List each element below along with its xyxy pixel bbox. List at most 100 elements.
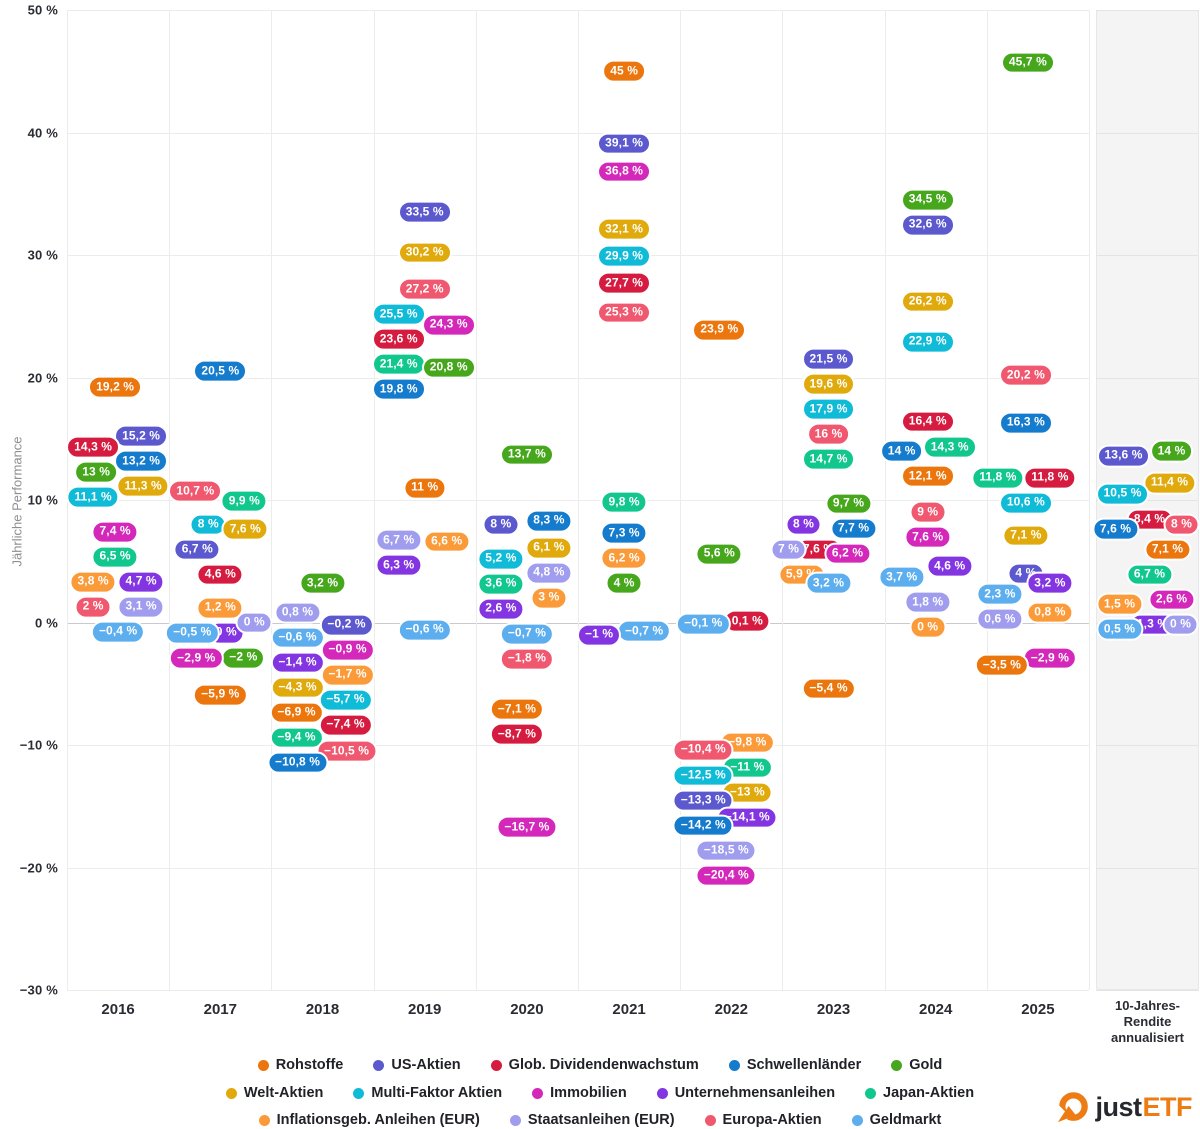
legend-item-staatsanleihen-eur[interactable]: Staatsanleihen (EUR): [509, 1112, 675, 1128]
immobilien-color-dot: [532, 1087, 544, 1099]
column-separator: [578, 10, 579, 990]
staatsanleihen-eur-color-dot: [509, 1114, 521, 1126]
column-separator: [782, 10, 784, 990]
schwellenlaender-badge-2022: −14,2 %: [672, 814, 734, 838]
inflationsgeb-anleihen-eur-badge-2017: 1,2 %: [196, 596, 244, 620]
panel-gridline--30: [1096, 990, 1199, 991]
gold-badge-2025: 45,7 %: [1000, 51, 1055, 75]
column-separator: [475, 10, 477, 990]
geldmarkt-badge-2023: 3,2 %: [804, 571, 853, 595]
staatsanleihen-eur-badge-2017: 0 %: [235, 611, 273, 634]
schwellenlaender-badge-2018: −10,8 %: [266, 751, 329, 775]
legend-item-gold[interactable]: Gold: [891, 1057, 942, 1073]
x-label-2023: 2023: [816, 1001, 851, 1018]
welt-aktien-badge-2019: 30,2 %: [397, 241, 452, 264]
welt-aktien-badge-2018: −4,3 %: [270, 676, 325, 700]
rohstoffe-badge-2024: 12,1 %: [900, 464, 955, 488]
legend-label-rohstoffe: Rohstoffe: [275, 1057, 344, 1073]
europa-aktien-badge-2016: 2 %: [74, 595, 112, 619]
europa-aktien-badge-2024: 9 %: [909, 500, 947, 524]
legend-item-glob-dividendenwachstum[interactable]: Glob. Dividendenwachstum: [490, 1057, 699, 1073]
rohstoffe-badge-10y: 7,1 %: [1143, 538, 1192, 561]
japan-aktien-badge-2018: −9,4 %: [269, 726, 324, 750]
legend-item-geldmarkt[interactable]: Geldmarkt: [851, 1112, 941, 1128]
legend-item-inflationsgeb-anleihen-eur[interactable]: Inflationsgeb. Anleihen (EUR): [258, 1112, 480, 1128]
multi-faktor-aktien-badge-2020: 5,2 %: [477, 547, 525, 571]
glob-dividendenwachstum-badge-2025: 11,8 %: [1023, 466, 1077, 490]
inflationsgeb-anleihen-eur-badge-2018: −1,7 %: [320, 663, 375, 687]
geldmarkt-badge-2021: −0,7 %: [616, 619, 672, 643]
gold-badge-2024: 34,5 %: [900, 188, 955, 212]
multi-faktor-aktien-badge-2022: −12,5 %: [672, 764, 734, 788]
column-separator: [986, 10, 988, 990]
column-separator: [373, 10, 375, 990]
legend-item-europa-aktien[interactable]: Europa-Aktien: [704, 1112, 822, 1128]
inflationsgeb-anleihen-eur-color-dot: [258, 1114, 270, 1126]
column-separator: [169, 10, 171, 990]
y-tick-50: 50 %: [27, 2, 58, 18]
gold-badge-2016: 13 %: [74, 460, 118, 484]
japan-aktien-color-dot: [865, 1087, 877, 1099]
rohstoffe-color-dot: [257, 1059, 269, 1071]
staatsanleihen-eur-badge-2020: 4,8 %: [525, 561, 573, 585]
unternehmensanleihen-color-dot: [656, 1087, 668, 1099]
rohstoffe-badge-2016: 19,2 %: [88, 375, 143, 399]
legend-label-schwellenlaender: Schwellenländer: [746, 1057, 862, 1073]
japan-aktien-badge-2016: 6,5 %: [91, 545, 139, 569]
gold-badge-2022: 5,6 %: [695, 542, 743, 566]
justetf-logo-icon: [1055, 1090, 1090, 1125]
rohstoffe-badge-2018: −6,9 %: [269, 701, 324, 725]
staatsanleihen-eur-badge-2023: 7 %: [770, 538, 807, 561]
legend-label-welt-aktien: Welt-Aktien: [243, 1085, 324, 1101]
schwellenlaender-badge-2017: 20,5 %: [193, 359, 248, 383]
geldmarkt-badge-10y: 0,5 %: [1095, 617, 1144, 641]
japan-aktien-badge-2017: 9,9 %: [220, 489, 268, 513]
glob-dividendenwachstum-badge-2020: −8,7 %: [489, 723, 545, 746]
gold-badge-2023: 9,7 %: [824, 492, 873, 516]
welt-aktien-color-dot: [225, 1087, 237, 1099]
justetf-logo[interactable]: just ETF: [1055, 1090, 1192, 1125]
rohstoffe-badge-2025: −3,5 %: [974, 653, 1030, 677]
schwellenlaender-badge-2023: 7,7 %: [829, 517, 878, 541]
glob-dividendenwachstum-badge-2022: 0,1 %: [723, 609, 771, 633]
legend-item-rohstoffe[interactable]: Rohstoffe: [257, 1057, 344, 1073]
geldmarkt-badge-2024: 3,7 %: [878, 565, 926, 589]
legend-item-multi-faktor-aktien[interactable]: Multi-Faktor Aktien: [353, 1085, 502, 1101]
multi-faktor-aktien-badge-2018: −5,7 %: [318, 688, 373, 712]
legend-item-us-aktien[interactable]: US-Aktien: [373, 1057, 461, 1073]
glob-dividendenwachstum-badge-2021: 27,7 %: [597, 271, 652, 295]
legend-item-schwellenlaender[interactable]: Schwellenländer: [728, 1057, 862, 1073]
europa-aktien-badge-2022: −10,4 %: [672, 738, 734, 762]
welt-aktien-badge-2023: 19,6 %: [801, 372, 856, 396]
multi-faktor-aktien-badge-2016: 11,1 %: [66, 485, 120, 509]
geldmarkt-color-dot: [851, 1114, 863, 1126]
panel-gridline-20: [1096, 377, 1199, 379]
x-label-2017: 2017: [203, 1001, 237, 1018]
gold-badge-10y: 14 %: [1149, 439, 1194, 463]
europa-aktien-badge-2020: −1,8 %: [499, 647, 555, 671]
us-aktien-badge-10y: 13,6 %: [1096, 444, 1151, 468]
y-tick-30: 30 %: [27, 247, 58, 263]
japan-aktien-badge-10y: 6,7 %: [1125, 563, 1174, 586]
column-separator: [271, 10, 273, 990]
legend-label-gold: Gold: [909, 1057, 943, 1073]
legend-item-japan-aktien[interactable]: Japan-Aktien: [865, 1085, 974, 1101]
y-tick--10: −10 %: [19, 737, 58, 753]
schwellenlaender-color-dot: [728, 1059, 740, 1071]
legend-label-staatsanleihen-eur: Staatsanleihen (EUR): [527, 1112, 675, 1128]
justetf-logo-text-etf: ETF: [1142, 1092, 1193, 1122]
immobilien-badge-2020: −16,7 %: [496, 815, 558, 839]
staatsanleihen-eur-badge-10y: 0 %: [1162, 613, 1199, 636]
europa-aktien-color-dot: [704, 1114, 716, 1126]
inflationsgeb-anleihen-eur-badge-2025: 0,8 %: [1026, 601, 1074, 625]
legend-item-unternehmensanleihen[interactable]: Unternehmensanleihen: [656, 1085, 835, 1101]
panel-gridline-10: [1096, 500, 1199, 501]
legend-item-immobilien[interactable]: Immobilien: [532, 1085, 627, 1101]
legend-label-us-aktien: US-Aktien: [391, 1057, 461, 1073]
geldmarkt-badge-2017: −0,5 %: [165, 621, 220, 645]
us-aktien-badge-2016: 15,2 %: [114, 424, 169, 448]
glob-dividendenwachstum-badge-2017: 4,6 %: [196, 563, 244, 586]
legend-item-welt-aktien[interactable]: Welt-Aktien: [225, 1085, 324, 1101]
rohstoffe-badge-2020: −7,1 %: [489, 698, 545, 721]
legend-label-immobilien: Immobilien: [550, 1085, 627, 1101]
